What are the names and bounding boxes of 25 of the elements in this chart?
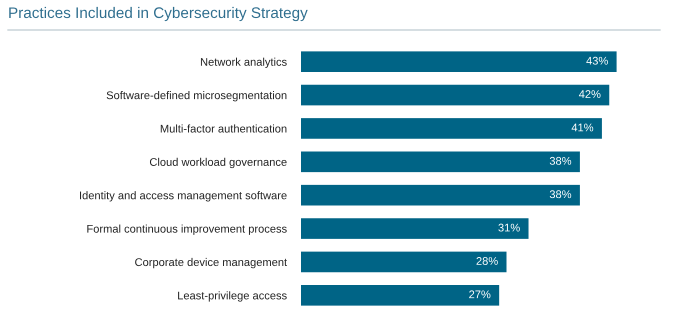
data-label: 28% bbox=[476, 257, 498, 265]
y-tick-label: Multi-factor authentication bbox=[160, 124, 286, 133]
y-tick-label: Least-privilege access bbox=[178, 291, 287, 302]
data-label: 38% bbox=[550, 156, 572, 165]
bar bbox=[301, 151, 580, 172]
data-label: 43% bbox=[586, 56, 608, 65]
y-tick-label: Software-defined microsegmentation bbox=[106, 91, 286, 102]
y-tick-label: Network analytics bbox=[200, 58, 287, 68]
bar bbox=[301, 184, 580, 206]
data-label: 42% bbox=[578, 90, 601, 98]
data-label: 27% bbox=[469, 290, 490, 298]
data-label: 38% bbox=[550, 190, 572, 198]
y-tick-label: Formal continuous improvement process bbox=[87, 224, 287, 235]
text: Practices Included in Cybersecurity Strategy bbox=[9, 6, 308, 22]
y-tick-label: Corporate device management bbox=[135, 258, 288, 268]
bar bbox=[301, 84, 610, 106]
bar bbox=[301, 284, 500, 306]
bar bbox=[301, 252, 507, 272]
y-tick-label: Identity and access management software bbox=[80, 191, 287, 202]
data-label: 41% bbox=[572, 124, 594, 132]
bar bbox=[301, 118, 602, 139]
y-tick-label: Cloud workload governance bbox=[150, 158, 287, 168]
data-label: 31% bbox=[498, 224, 520, 232]
bar bbox=[301, 51, 617, 72]
bar bbox=[301, 218, 529, 239]
